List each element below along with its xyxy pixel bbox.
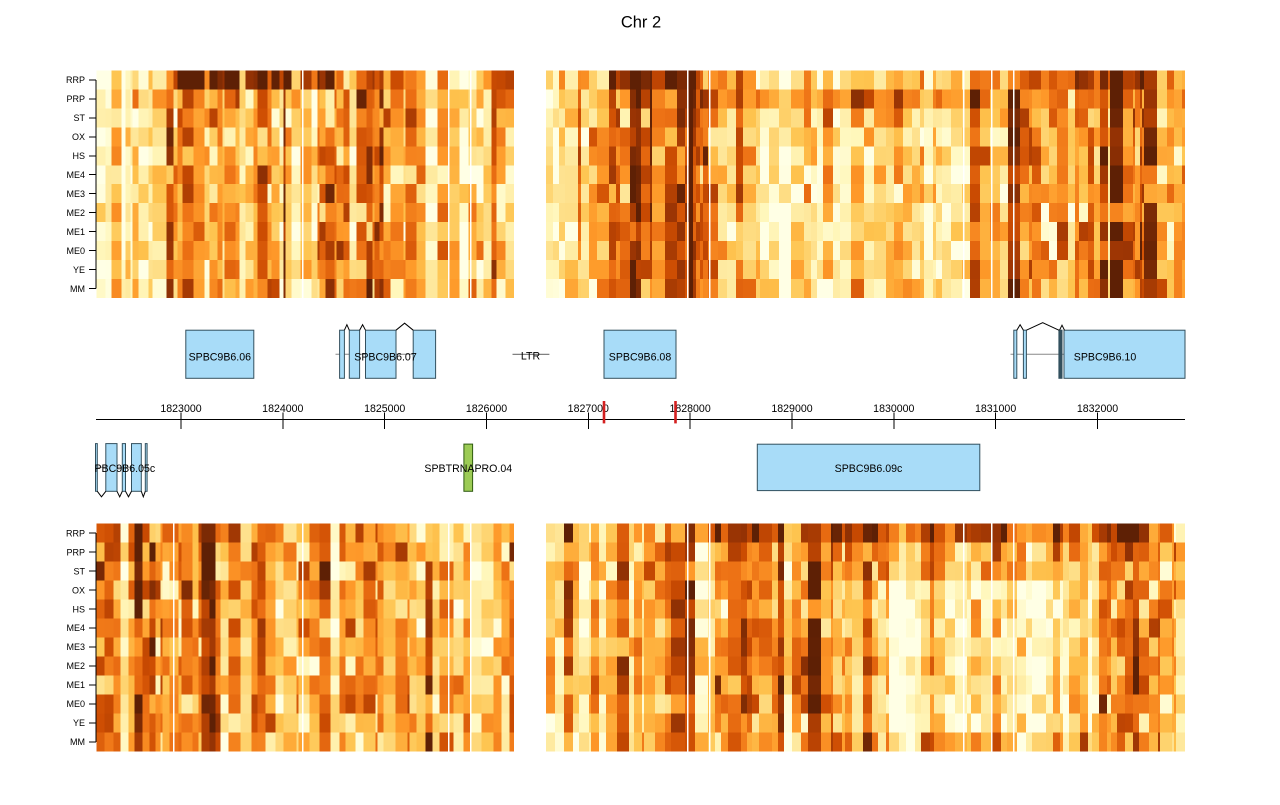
svg-text:HS: HS — [72, 604, 85, 614]
svg-text:ME1: ME1 — [66, 227, 85, 237]
svg-text:1827000: 1827000 — [568, 403, 609, 415]
svg-text:ME0: ME0 — [66, 246, 85, 256]
svg-text:SPBC9B6.06: SPBC9B6.06 — [189, 351, 252, 363]
svg-text:ME3: ME3 — [66, 642, 85, 652]
svg-text:OX: OX — [72, 585, 85, 595]
svg-text:PRP: PRP — [66, 94, 85, 104]
svg-text:YE: YE — [73, 718, 85, 728]
svg-text:LTR: LTR — [521, 351, 541, 363]
svg-text:1823000: 1823000 — [160, 403, 201, 415]
svg-text:1830000: 1830000 — [873, 403, 914, 415]
svg-text:1832000: 1832000 — [1077, 403, 1118, 415]
svg-text:SPBC9B6.05c: SPBC9B6.05c — [87, 463, 155, 475]
svg-text:HS: HS — [72, 151, 85, 161]
svg-text:1826000: 1826000 — [466, 403, 507, 415]
svg-text:SPBC9B6.08: SPBC9B6.08 — [609, 351, 672, 363]
svg-text:YE: YE — [73, 265, 85, 275]
svg-text:1824000: 1824000 — [262, 403, 303, 415]
svg-text:SPBC9B6.10: SPBC9B6.10 — [1074, 351, 1137, 363]
svg-text:SPBC9B6.09c: SPBC9B6.09c — [835, 463, 903, 475]
svg-text:RRP: RRP — [66, 75, 85, 85]
svg-text:SPBC9B6.07: SPBC9B6.07 — [354, 351, 417, 363]
svg-text:OX: OX — [72, 132, 85, 142]
svg-text:Chr 2: Chr 2 — [621, 13, 661, 31]
svg-text:ME2: ME2 — [66, 661, 85, 671]
svg-text:MM: MM — [70, 284, 85, 294]
svg-text:ST: ST — [73, 566, 85, 576]
svg-text:RRP: RRP — [66, 528, 85, 538]
svg-text:1829000: 1829000 — [771, 403, 812, 415]
svg-text:MM: MM — [70, 737, 85, 747]
svg-text:1831000: 1831000 — [975, 403, 1016, 415]
svg-text:ME2: ME2 — [66, 208, 85, 218]
svg-text:1828000: 1828000 — [669, 403, 710, 415]
svg-text:ME0: ME0 — [66, 699, 85, 709]
svg-text:1825000: 1825000 — [364, 403, 405, 415]
svg-text:PRP: PRP — [66, 547, 85, 557]
svg-text:ME4: ME4 — [66, 623, 85, 633]
svg-text:ME3: ME3 — [66, 189, 85, 199]
svg-text:ME1: ME1 — [66, 680, 85, 690]
svg-text:ME4: ME4 — [66, 170, 85, 180]
svg-text:SPBTRNAPRO.04: SPBTRNAPRO.04 — [424, 463, 512, 475]
svg-text:ST: ST — [73, 113, 85, 123]
